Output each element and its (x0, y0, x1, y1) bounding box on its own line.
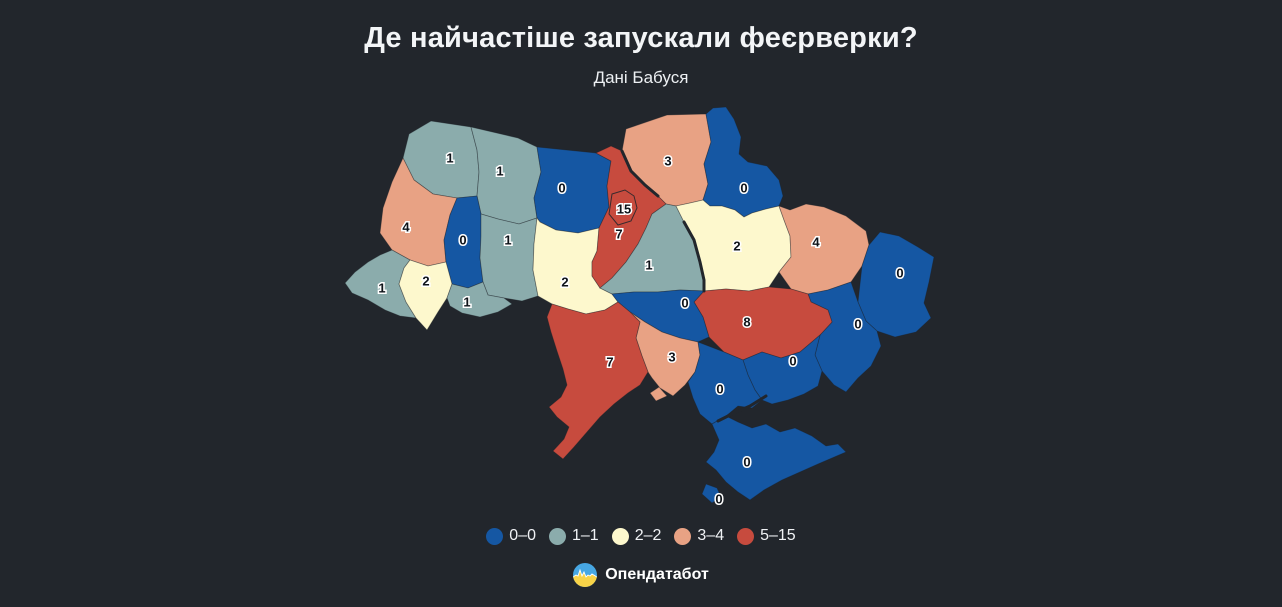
legend-item-2: 2–2 (611, 527, 662, 545)
region-value-label-mykolaiv: 3 (668, 350, 675, 365)
region-value-label-kyiv-oblast: 7 (615, 227, 622, 242)
region-kharkiv[interactable] (778, 203, 870, 295)
region-value-label-lviv: 4 (402, 220, 410, 235)
brand-name: Опендатабот (605, 566, 709, 583)
opendatabot-logo (573, 563, 598, 587)
legend-label-2: 2–2 (634, 527, 662, 544)
region-odesa[interactable] (546, 301, 649, 460)
legend-item-4: 5–15 (737, 527, 796, 545)
region-value-label-chernivtsi: 1 (463, 295, 470, 310)
region-value-label-luhansk: 0 (896, 266, 903, 281)
region-sevastopol[interactable] (701, 483, 722, 504)
region-value-label-kharkiv: 4 (812, 235, 820, 250)
region-khmelnytskyi[interactable] (479, 213, 539, 302)
region-value-label-odesa: 7 (606, 355, 613, 370)
region-kyiv-city[interactable] (608, 189, 638, 226)
region-ivano-frankivsk[interactable] (398, 259, 453, 331)
region-value-label-cherkasy: 1 (645, 258, 652, 273)
region-value-label-ternopil: 0 (459, 233, 466, 248)
legend-label-1: 1–1 (572, 527, 599, 544)
region-value-label-ivano-frankivsk: 2 (422, 274, 429, 289)
region-value-label-kirovohrad: 0 (681, 296, 688, 311)
legend-label-0: 0–0 (509, 527, 536, 544)
brand-footer: Опендатабот (0, 563, 1282, 587)
region-crimea[interactable] (705, 415, 847, 501)
ukraine-choropleth-map: 1 1 0 3 0 4 0 1 1 2 1 2 7 15 1 2 4 0 0 8 0 0 3 7 0 0 0 (344, 106, 935, 508)
legend-swatch-2 (611, 527, 629, 545)
river-line (620, 149, 660, 198)
region-value-label-poltava: 2 (733, 239, 740, 254)
legend-swatch-1 (549, 527, 566, 545)
region-value-label-sevastopol: 0 (715, 492, 722, 507)
legend: 0–0 1–1 2–2 3–4 5–15 (0, 527, 1282, 545)
legend-swatch-0 (486, 527, 504, 545)
legend-label-4: 5–15 (760, 527, 796, 544)
region-value-label-dnipropetrovsk: 8 (743, 315, 750, 330)
region-value-label-donetsk: 0 (854, 317, 861, 332)
region-value-label-zakarpattia: 1 (378, 281, 385, 296)
subtitle: Дані Бабуся (593, 68, 689, 87)
region-sumy[interactable] (702, 106, 784, 218)
legend-item-1: 1–1 (549, 527, 599, 545)
region-value-label-zaporizhzhia: 0 (789, 354, 796, 369)
page-title: Де найчастіше запускали феєрверки? (364, 22, 918, 54)
river-line (682, 220, 706, 293)
legend-swatch-4 (737, 527, 755, 545)
legend-item-0: 0–0 (486, 527, 536, 545)
region-luhansk[interactable] (857, 231, 935, 338)
region-rivne[interactable] (470, 126, 542, 225)
region-value-label-zhytomyr: 0 (558, 181, 565, 196)
region-value-label-khmelnytskyi: 1 (504, 233, 511, 248)
region-chernivtsi[interactable] (446, 281, 513, 318)
region-value-label-crimea: 0 (743, 455, 750, 470)
region-value-label-volyn: 1 (446, 151, 453, 166)
legend-label-3: 3–4 (697, 527, 725, 544)
region-donetsk[interactable] (807, 281, 882, 393)
region-kherson[interactable] (687, 341, 763, 425)
legend-swatch-3 (674, 527, 692, 545)
region-zhytomyr[interactable] (533, 146, 612, 234)
region-value-label-vinnytsia: 2 (561, 275, 568, 290)
region-value-label-sumy: 0 (740, 181, 747, 196)
river-line (716, 394, 768, 423)
region-value-label-chernihiv: 3 (664, 154, 671, 169)
region-value-label-rivne: 1 (496, 164, 503, 179)
region-value-label-kyiv-city: 15 (617, 202, 631, 217)
legend-item-3: 3–4 (674, 527, 724, 545)
region-value-label-kherson: 0 (716, 382, 723, 397)
